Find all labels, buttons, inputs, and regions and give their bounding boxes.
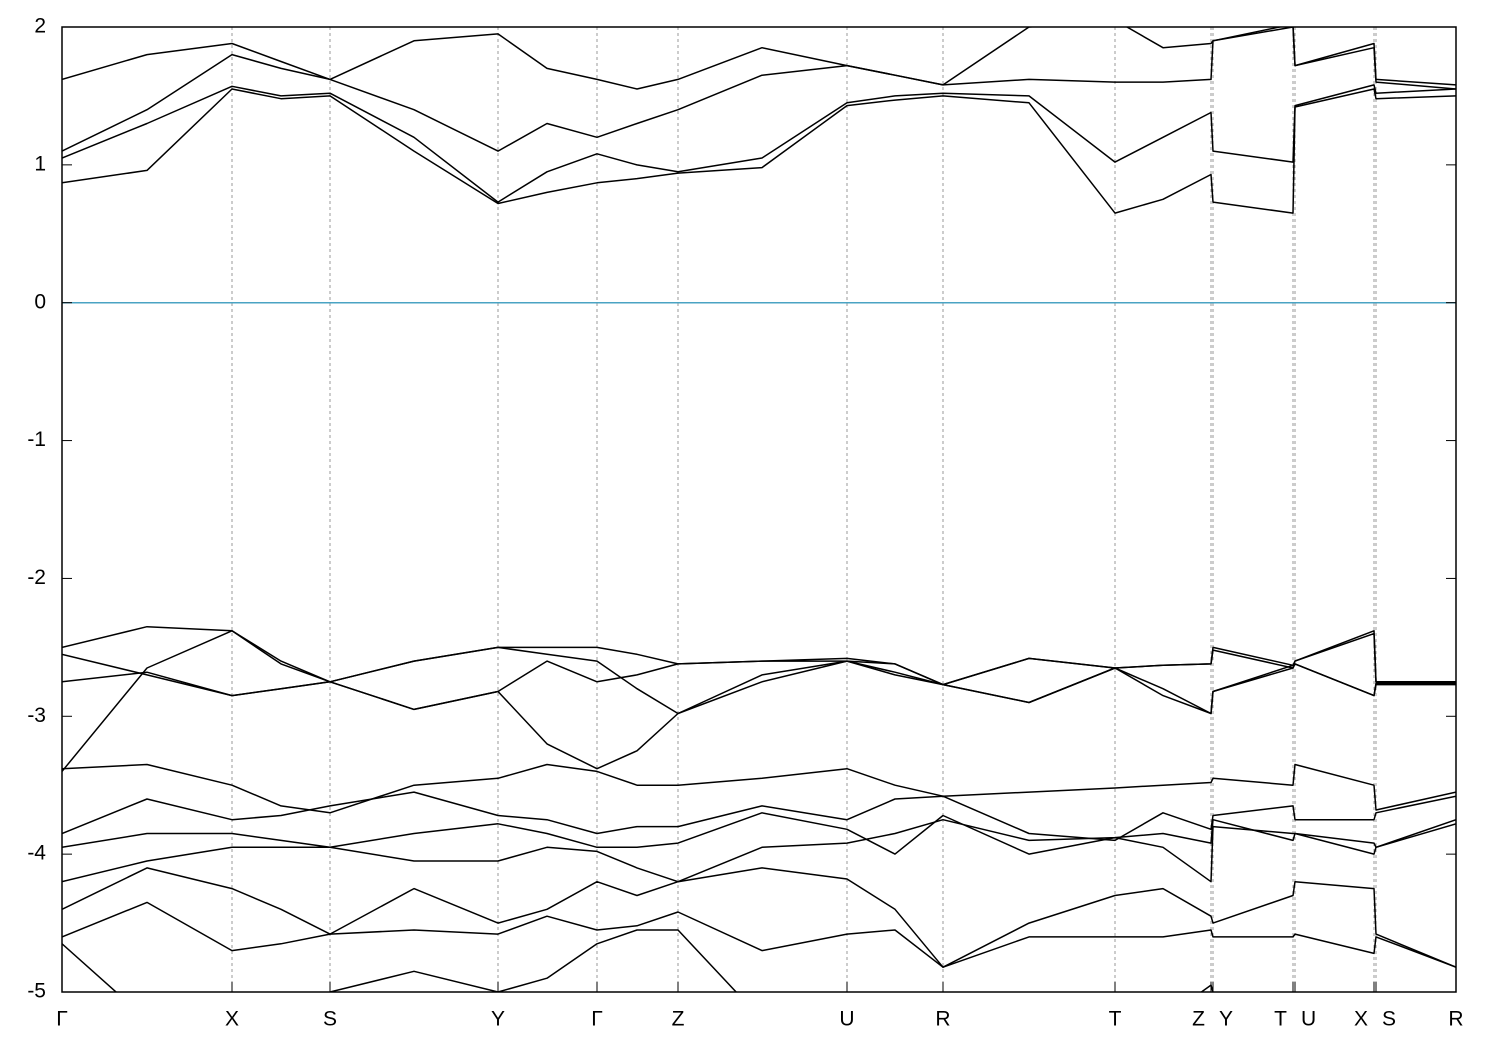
x-tick-label: Γ (591, 1008, 603, 1031)
x-tick-label: Y (1219, 1008, 1233, 1031)
x-tick-label: Z (672, 1008, 685, 1031)
y-tick-label: -1 (27, 428, 46, 451)
x-tick-label: X (1354, 1008, 1368, 1031)
band-line (62, 27, 1456, 90)
band-line (62, 84, 1456, 203)
band-line (62, 630, 1456, 772)
y-tick-label: -5 (27, 980, 46, 1003)
x-tick-label: T (1274, 1008, 1287, 1031)
y-tick-label: 0 (34, 290, 46, 313)
x-tick-label: Γ (56, 1008, 68, 1031)
x-tick-label: R (935, 1008, 950, 1031)
band-line (62, 763, 1456, 814)
x-tick-label: S (323, 1008, 337, 1031)
band-line (62, 818, 1456, 883)
band-line (62, 901, 1456, 968)
plot-frame (61, 26, 1457, 993)
band-line (62, 88, 1456, 214)
y-tick-label: 1 (34, 152, 46, 175)
x-tick-label: U (839, 1008, 854, 1031)
x-tick-label: Z (1192, 1008, 1205, 1031)
band-line (62, 791, 1456, 842)
y-tick-label: -4 (27, 842, 46, 865)
y-tick-label: -2 (27, 566, 46, 589)
x-tick-label: S (1382, 1008, 1396, 1031)
x-tick-label: R (1448, 1008, 1463, 1031)
x-tick-label: X (225, 1008, 239, 1031)
bands (62, 27, 1456, 992)
y-tick-label: -3 (27, 704, 46, 727)
x-tick-label: T (1109, 1008, 1122, 1031)
x-tick-label: Y (491, 1008, 505, 1031)
x-tick-label: U (1301, 1008, 1316, 1031)
grid (231, 27, 1377, 992)
y-tick-label: 2 (34, 15, 46, 38)
